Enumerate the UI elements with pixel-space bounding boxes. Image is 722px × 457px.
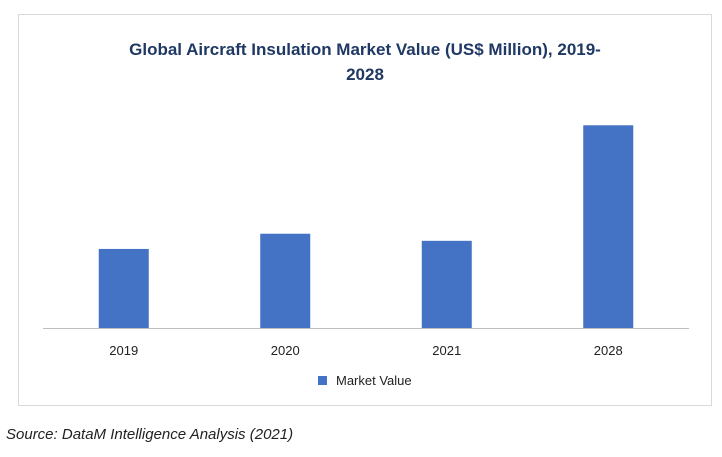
chart-title-line-1: Global Aircraft Insulation Market Value …	[129, 40, 601, 59]
bar-chart: 2019 2020 2021 2028	[43, 125, 689, 358]
chart-title: Global Aircraft Insulation Market Value …	[19, 37, 711, 87]
x-tick-label-2021: 2021	[432, 343, 461, 358]
x-tick-label-2019: 2019	[109, 343, 138, 358]
chart-frame: Global Aircraft Insulation Market Value …	[18, 14, 712, 406]
legend-swatch	[318, 376, 328, 386]
bar-2020	[260, 233, 311, 328]
legend-label: Market Value	[335, 373, 412, 388]
legend: Market Value	[19, 373, 711, 388]
bar-2028	[583, 125, 634, 328]
x-tick-label-2028: 2028	[594, 343, 623, 358]
chart-title-line-2: 2028	[346, 65, 384, 84]
source-caption: Source: DataM Intelligence Analysis (202…	[6, 426, 294, 443]
bar-2021	[421, 240, 472, 328]
bar-2019	[98, 248, 149, 328]
x-tick-label-2020: 2020	[271, 343, 300, 358]
